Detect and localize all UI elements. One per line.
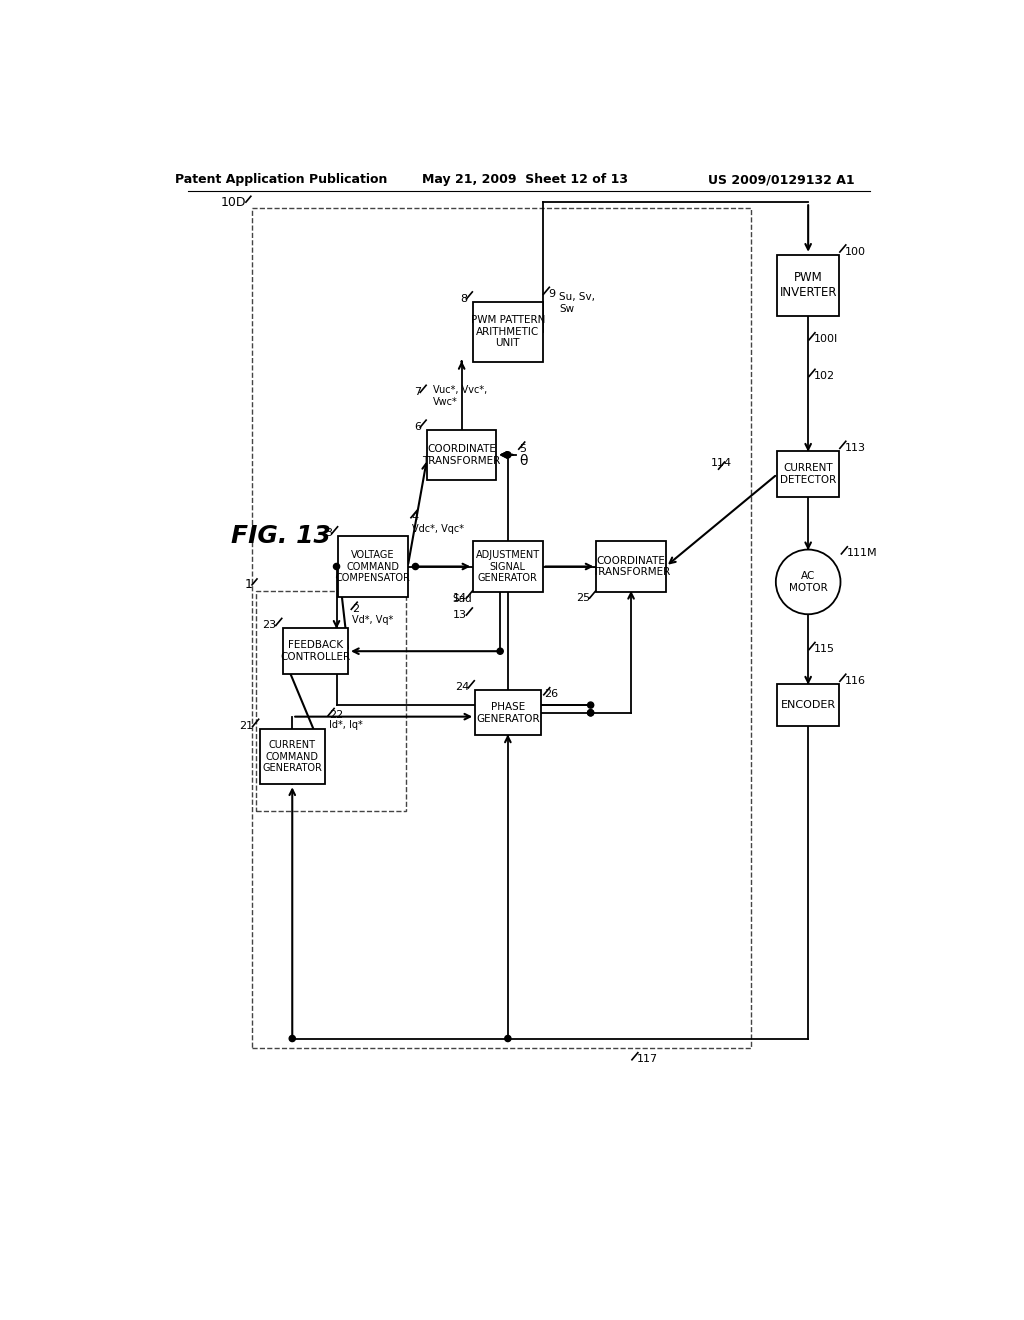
Text: 7: 7 [414,387,421,397]
Text: Sad: Sad [452,594,472,605]
FancyBboxPatch shape [777,684,839,726]
FancyBboxPatch shape [283,628,348,675]
Text: May 21, 2009  Sheet 12 of 13: May 21, 2009 Sheet 12 of 13 [422,173,628,186]
FancyBboxPatch shape [777,451,839,498]
Text: US 2009/0129132 A1: US 2009/0129132 A1 [708,173,854,186]
Text: 13: 13 [453,610,467,619]
FancyBboxPatch shape [596,541,666,591]
Text: 23: 23 [262,620,276,630]
Circle shape [497,648,503,655]
Text: 9: 9 [549,289,556,298]
Text: FIG. 13: FIG. 13 [230,524,331,548]
Circle shape [588,710,594,715]
Text: Patent Application Publication: Patent Application Publication [174,173,387,186]
FancyBboxPatch shape [475,690,541,735]
Circle shape [588,702,594,709]
Text: Vd*, Vq*: Vd*, Vq* [352,615,393,626]
Text: 116: 116 [845,676,866,686]
Text: 10D: 10D [220,195,246,209]
Text: ENCODER: ENCODER [780,700,836,710]
FancyBboxPatch shape [473,541,543,591]
Text: 115: 115 [814,644,836,655]
Text: 26: 26 [545,689,558,700]
Text: 24: 24 [455,682,469,693]
Circle shape [334,564,340,570]
Text: VOLTAGE
COMMAND
COMPENSATOR: VOLTAGE COMMAND COMPENSATOR [336,550,411,583]
Text: 25: 25 [577,593,590,603]
Text: ADJUSTMENT
SIGNAL
GENERATOR: ADJUSTMENT SIGNAL GENERATOR [476,550,540,583]
FancyBboxPatch shape [339,536,408,597]
Text: 100I: 100I [814,334,839,345]
Text: 1: 1 [245,578,252,591]
Circle shape [413,564,419,570]
Text: 114: 114 [711,458,732,467]
Text: 5: 5 [519,444,526,454]
Text: 4: 4 [412,512,419,523]
Circle shape [289,1035,295,1041]
Text: 22: 22 [329,710,343,721]
Text: PWM
INVERTER: PWM INVERTER [779,272,837,300]
Text: 14: 14 [453,593,467,603]
FancyBboxPatch shape [259,729,325,784]
Text: PWM PATTERN
ARITHMETIC
UNIT: PWM PATTERN ARITHMETIC UNIT [471,315,545,348]
Text: Vuc*, Vvc*,
Vwc*: Vuc*, Vvc*, Vwc* [433,385,487,407]
Circle shape [588,710,594,715]
Circle shape [505,1035,511,1041]
Text: 8: 8 [460,293,467,304]
Text: CURRENT
COMMAND
GENERATOR: CURRENT COMMAND GENERATOR [262,741,323,774]
FancyBboxPatch shape [473,302,543,362]
Text: Id*, Iq*: Id*, Iq* [329,721,362,730]
Text: PHASE
GENERATOR: PHASE GENERATOR [476,702,540,723]
Text: CURRENT
DETECTOR: CURRENT DETECTOR [780,463,837,484]
Text: 2: 2 [352,603,359,614]
Text: COORDINATE
TRANSFORMER: COORDINATE TRANSFORMER [423,444,501,466]
Text: 102: 102 [814,371,836,381]
Text: 21: 21 [240,721,253,731]
Text: Vdc*, Vqc*: Vdc*, Vqc* [412,524,464,533]
Circle shape [776,549,841,614]
Text: 100: 100 [845,247,866,256]
Text: COORDINATE
TRANSFORMER: COORDINATE TRANSFORMER [592,556,670,577]
Text: 3: 3 [326,528,333,539]
FancyBboxPatch shape [777,255,839,317]
Text: FEEDBACK
CONTROLLER: FEEDBACK CONTROLLER [281,640,350,663]
Text: 113: 113 [845,444,866,453]
Circle shape [505,451,511,458]
Text: AC
MOTOR: AC MOTOR [788,572,827,593]
Text: Su, Sv,
Sw: Su, Sv, Sw [559,292,595,314]
Text: 117: 117 [637,1055,658,1064]
Text: θ: θ [519,454,528,469]
Text: 111M: 111M [847,548,878,558]
Text: 6: 6 [414,422,421,432]
FancyBboxPatch shape [427,430,497,480]
